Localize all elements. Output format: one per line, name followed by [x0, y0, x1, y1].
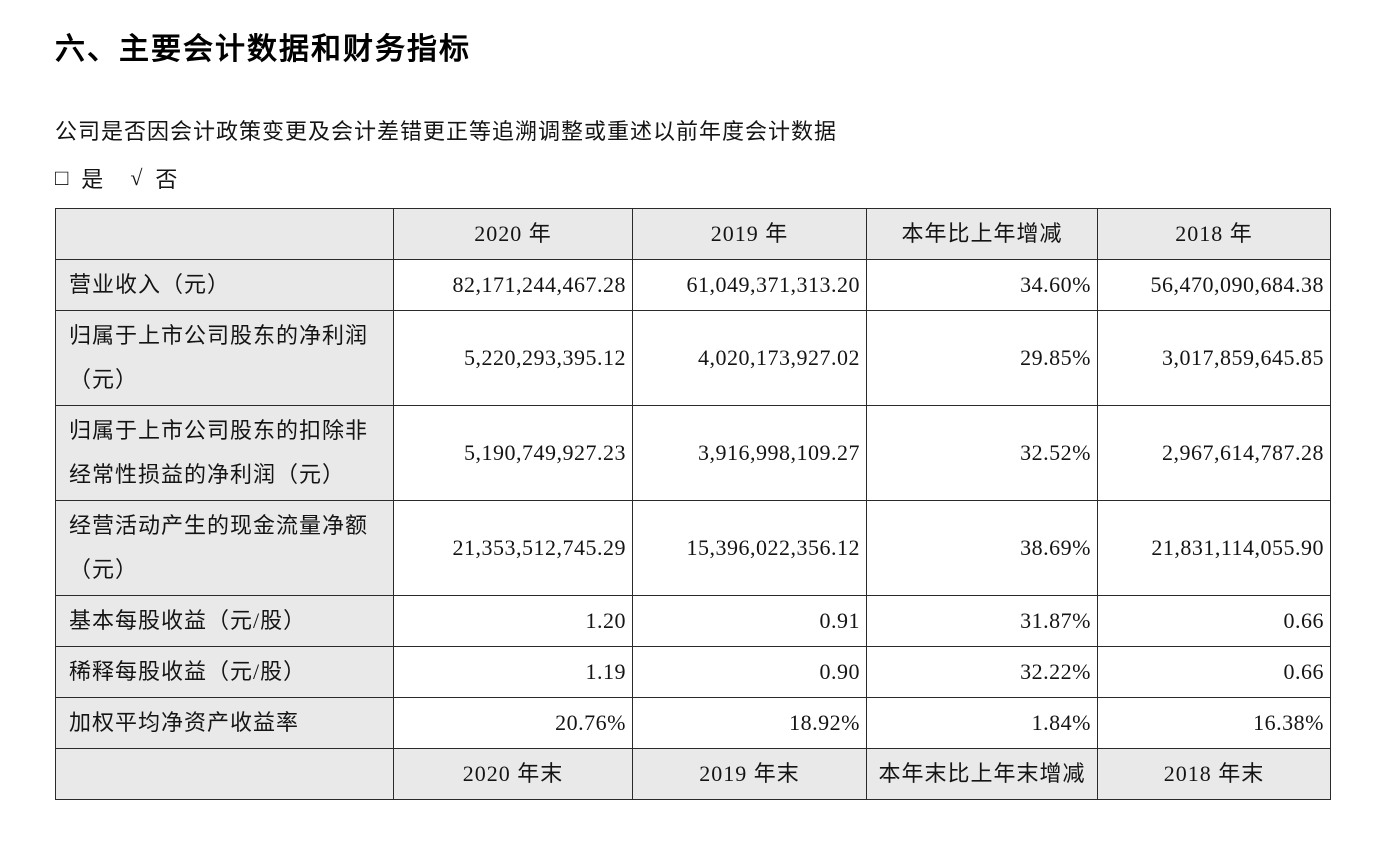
value-2020: 21,353,512,745.29 — [393, 500, 633, 596]
value-2020: 20.76% — [393, 697, 633, 749]
value-2018: 3,017,859,645.85 — [1097, 310, 1331, 406]
footer-header-yearend-change: 本年末比上年末增减 — [866, 748, 1098, 800]
value-change: 32.52% — [866, 405, 1098, 501]
value-2020: 1.19 — [393, 646, 633, 698]
row-label: 基本每股收益（元/股） — [55, 595, 394, 647]
corner-cell — [55, 208, 394, 260]
checkbox-unchecked-icon: □ — [55, 165, 70, 190]
value-2019: 0.91 — [632, 595, 867, 647]
table-row-net-profit: 归属于上市公司股东的净利润（元） 5,220,293,395.12 4,020,… — [55, 310, 1331, 406]
section-title: 六、主要会计数据和财务指标 — [55, 33, 471, 66]
table-row-weighted-avg-roe: 加权平均净资产收益率 20.76% 18.92% 1.84% 16.38% — [55, 697, 1331, 749]
value-change: 32.22% — [866, 646, 1098, 698]
value-2020: 5,190,749,927.23 — [393, 405, 633, 501]
row-label: 加权平均净资产收益率 — [55, 697, 394, 749]
checkmark-icon: √ — [130, 165, 144, 190]
row-label: 稀释每股收益（元/股） — [55, 646, 394, 698]
table-row-operating-revenue: 营业收入（元） 82,171,244,467.28 61,049,371,313… — [55, 259, 1331, 311]
value-change: 38.69% — [866, 500, 1098, 596]
table-row-net-profit-after-nonrecurring: 归属于上市公司股东的扣除非经常性损益的净利润（元） 5,190,749,927.… — [55, 405, 1331, 501]
yes-label: 是 — [81, 167, 105, 192]
value-2020: 1.20 — [393, 595, 633, 647]
value-2019: 0.90 — [632, 646, 867, 698]
table-row-diluted-eps: 稀释每股收益（元/股） 1.19 0.90 32.22% 0.66 — [55, 646, 1331, 698]
column-header-2020: 2020 年 — [393, 208, 633, 260]
value-change: 34.60% — [866, 259, 1098, 311]
value-2020: 5,220,293,395.12 — [393, 310, 633, 406]
option-no: √ 否 — [130, 162, 178, 194]
footer-header-2018-end: 2018 年末 — [1097, 748, 1331, 800]
column-header-yoy-change: 本年比上年增减 — [866, 208, 1098, 260]
value-2019: 3,916,998,109.27 — [632, 405, 867, 501]
value-2018: 56,470,090,684.38 — [1097, 259, 1331, 311]
column-header-2019: 2019 年 — [632, 208, 867, 260]
row-label: 经营活动产生的现金流量净额（元） — [55, 500, 394, 596]
row-label: 归属于上市公司股东的净利润（元） — [55, 310, 394, 406]
table-footer-header-row: 2020 年末 2019 年末 本年末比上年末增减 2018 年末 — [55, 748, 1331, 800]
option-yes: □ 是 — [55, 162, 104, 194]
table-row-basic-eps: 基本每股收益（元/股） 1.20 0.91 31.87% 0.66 — [55, 595, 1331, 647]
table-header-row: 2020 年 2019 年 本年比上年增减 2018 年 — [55, 208, 1331, 260]
column-header-2018: 2018 年 — [1097, 208, 1331, 260]
no-label: 否 — [155, 167, 179, 192]
value-2018: 0.66 — [1097, 646, 1331, 698]
value-2018: 0.66 — [1097, 595, 1331, 647]
table-row-operating-cash-flow: 经营活动产生的现金流量净额（元） 21,353,512,745.29 15,39… — [55, 500, 1331, 596]
yes-no-options: □ 是 √ 否 — [55, 162, 1330, 194]
value-2018: 2,967,614,787.28 — [1097, 405, 1331, 501]
value-change: 31.87% — [866, 595, 1098, 647]
row-label: 归属于上市公司股东的扣除非经常性损益的净利润（元） — [55, 405, 394, 501]
value-2019: 18.92% — [632, 697, 867, 749]
value-change: 29.85% — [866, 310, 1098, 406]
financial-indicators-table: 2020 年 2019 年 本年比上年增减 2018 年 营业收入（元） 82,… — [55, 208, 1331, 800]
value-2018: 16.38% — [1097, 697, 1331, 749]
value-change: 1.84% — [866, 697, 1098, 749]
restatement-question: 公司是否因会计政策变更及会计差错更正等追溯调整或重述以前年度会计数据 — [55, 119, 838, 144]
footer-header-2020-end: 2020 年末 — [393, 748, 633, 800]
value-2019: 4,020,173,927.02 — [632, 310, 867, 406]
value-2018: 21,831,114,055.90 — [1097, 500, 1331, 596]
value-2019: 15,396,022,356.12 — [632, 500, 867, 596]
footer-header-2019-end: 2019 年末 — [632, 748, 867, 800]
value-2020: 82,171,244,467.28 — [393, 259, 633, 311]
value-2019: 61,049,371,313.20 — [632, 259, 867, 311]
row-label: 营业收入（元） — [55, 259, 394, 311]
footer-corner-cell — [55, 748, 394, 800]
